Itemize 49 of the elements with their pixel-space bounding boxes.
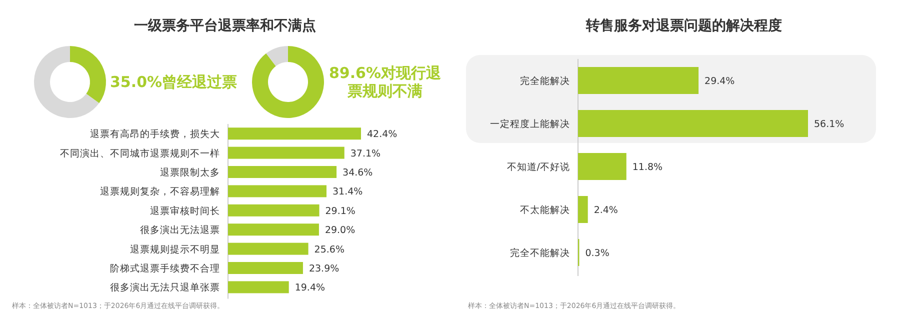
data-label: 25.6% (314, 244, 344, 256)
y-tick-label: 退票审核时间长 (150, 204, 220, 217)
donut-slice (252, 46, 324, 118)
data-label: 23.9% (308, 264, 340, 274)
bar (578, 110, 808, 137)
data-label: 2.4% (594, 205, 618, 216)
data-label: 42.4% (367, 129, 398, 140)
y-tick-label: 不太能解决 (520, 204, 570, 216)
y-tick-label: 一定程度上能解决 (490, 118, 570, 130)
data-label: 34.6% (342, 168, 373, 178)
y-tick-label: 很多演出无法退票 (140, 224, 220, 236)
chart-title: 一级票务平台退票率和不满点 (134, 17, 316, 34)
donut-slice (70, 46, 106, 104)
y-tick-label: 不知道/不好说 (506, 161, 570, 173)
data-label: 29.0% (324, 225, 356, 236)
bar (228, 281, 289, 294)
bar (228, 204, 320, 216)
bar (228, 146, 344, 159)
y-tick-label: 很多演出无法只退单张票 (110, 282, 220, 294)
bar (578, 196, 588, 223)
chart-title: 转售服务对退票问题的解决程度 (585, 17, 782, 34)
data-label: 19.4% (294, 282, 326, 294)
y-tick-label: 退票限制太多 (160, 166, 220, 178)
y-tick-label: 阶梯式退票手续费不合理 (110, 262, 220, 274)
bar (578, 153, 626, 180)
bar (228, 224, 319, 236)
donut-slice (34, 46, 100, 118)
data-label: 56.1% (814, 119, 844, 130)
data-label: 29.4% (704, 76, 735, 87)
bar (228, 185, 326, 198)
y-tick-label: 退票有高昂的手续费，损失大 (90, 128, 220, 140)
slice-label: 35.0%曾经退过票 (110, 73, 238, 91)
bar (228, 128, 361, 140)
bar (228, 166, 337, 178)
y-tick-label: 退票规则复杂，不容易理解 (100, 186, 220, 198)
data-label: 29.1% (325, 206, 356, 217)
y-tick-label: 完全能解决 (520, 75, 570, 87)
donut-slice (266, 46, 288, 66)
data-label: 0.3% (585, 248, 610, 259)
bar (578, 67, 699, 94)
y-tick-label: 退票规则提示不明显 (130, 243, 220, 256)
slice-label: 89.6%对现行退票规则不满 (328, 64, 442, 100)
data-label: 11.8% (632, 162, 663, 173)
y-tick-label: 不同演出、不同城市退票规则不一样 (60, 147, 220, 160)
bar (228, 242, 308, 255)
data-label: 37.1% (350, 148, 381, 160)
data-label: 31.4% (332, 186, 363, 198)
bar (228, 262, 303, 274)
y-tick-label: 完全不能解决 (510, 247, 570, 259)
